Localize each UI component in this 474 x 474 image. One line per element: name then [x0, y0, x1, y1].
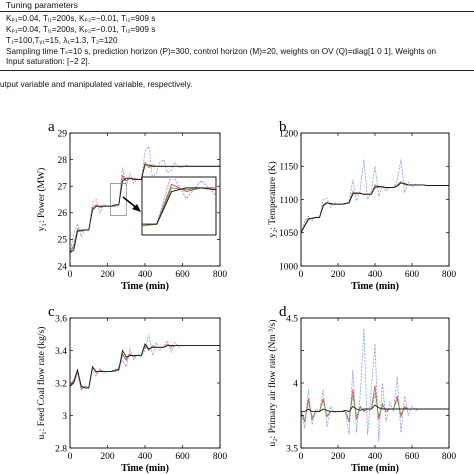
panel-c: 0 200 400 600 800 2.8 3 3.2 3.4 3.6 Time (min) u₁: …	[36, 304, 227, 474]
series-line-0	[70, 164, 220, 254]
series-line-3	[301, 159, 449, 233]
y-tick-label: 26	[58, 209, 68, 219]
x-tick-label: 600	[405, 270, 420, 280]
y-tick-label: 1150	[279, 163, 298, 173]
panel-letter: b	[279, 119, 287, 135]
series-group	[70, 145, 220, 254]
x-tick-label: 400	[368, 270, 383, 280]
x-tick-label: 0	[68, 452, 73, 462]
y-tick-label: 27	[58, 183, 68, 193]
y-tick-label: 1050	[279, 229, 298, 239]
series-line-2	[301, 393, 449, 421]
y-tick-label: 25	[58, 236, 68, 246]
y-tick-label: 2.8	[55, 444, 67, 454]
x-axis-label: Time (min)	[121, 463, 169, 474]
y-tick-label: 3	[62, 412, 67, 422]
x-tick-label: 400	[138, 270, 153, 280]
series-group	[70, 334, 220, 391]
axes-frame	[300, 317, 450, 449]
x-tick-label: 800	[442, 270, 457, 280]
y-tick-label: 3.4	[55, 347, 67, 357]
x-tick-label: 800	[213, 270, 228, 280]
y-tick-label: 28	[58, 156, 68, 166]
series-group	[301, 159, 449, 234]
table-line-2: Kₚ₁=0.04, Tᵢ₁=200s, Kₚ₂=−0.01, Tᵢ₂=909 s	[6, 25, 156, 34]
y-axis-label: u₁: Feed Coal flow rate (kg/s)	[36, 327, 47, 440]
table-top-rule	[0, 11, 474, 12]
tuning-table: Tuning parameters Kₚ₁=0.04, Tᵢ₁=200s, Kₚ…	[0, 0, 474, 90]
table-header: Tuning parameters	[6, 0, 78, 10]
table-line-3: T₁=100,Tᵧ₁=15, λ₁=1.3, T₂=120	[6, 36, 118, 45]
y-tick-label: 3.5	[286, 444, 298, 454]
series-group	[301, 328, 449, 442]
y-tick-label: 1000	[279, 262, 298, 272]
x-axis-label: Time (min)	[121, 281, 169, 292]
x-tick-label: 200	[100, 452, 115, 462]
x-tick-label: 600	[175, 452, 190, 462]
y-axis-label: y₁: Power (MW)	[36, 168, 47, 231]
axes-frame	[69, 317, 221, 449]
x-tick-label: 600	[175, 270, 190, 280]
panel-d: 0 200 400 600 800 3.5 4 4.5 Time (min) u₂: Primar…	[267, 304, 456, 474]
x-tick-label: 200	[331, 452, 346, 462]
panel-letter: c	[48, 304, 55, 320]
y-tick-label: 3.6	[55, 314, 67, 324]
series-line-3	[301, 328, 449, 442]
table-line-4: Sampling time Tₛ=10 s, prediction horizo…	[6, 47, 437, 56]
panel-b: 0 200 400 600 800 1000 1050 1100 1150 1200 Time (m…	[267, 119, 456, 292]
zoom-marker-box	[109, 183, 127, 216]
inset-series-line-3	[142, 177, 216, 227]
caption-fragment: utput variable and manipulated variable,…	[0, 80, 193, 89]
y-tick-label: 4.5	[286, 314, 298, 324]
series-line-0	[301, 182, 449, 234]
table-line-5: Input saturation: [−2 2].	[6, 57, 90, 66]
y-tick-label: 24	[58, 262, 68, 272]
panel-letter: a	[48, 119, 55, 135]
inset-series-group	[142, 177, 216, 227]
series-line-0	[70, 343, 220, 389]
inset-plot	[122, 176, 217, 236]
y-axis-label: u₂: Primary air flow rate (Nm ³/s)	[267, 320, 278, 447]
x-tick-label: 400	[138, 452, 153, 462]
table-line-1: Kₚ₁=0.04, Tᵢ₁=200s, Kₚ₂=−0.01, Tᵢ₂=909 s	[6, 14, 156, 23]
y-axis-label: y₂: Temperature (K)	[267, 161, 278, 237]
x-tick-label: 0	[299, 452, 304, 462]
x-tick-label: 400	[368, 452, 383, 462]
y-tick-label: 1200	[279, 129, 298, 139]
y-tick-label: 29	[58, 129, 68, 139]
x-axis-label: Time (min)	[351, 463, 399, 474]
x-tick-label: 200	[100, 270, 115, 280]
x-tick-label: 600	[405, 452, 420, 462]
x-tick-label: 200	[331, 270, 346, 280]
zoom-arrow-head	[132, 204, 141, 212]
panel-letter: d	[279, 304, 287, 320]
series-line-0	[301, 404, 449, 413]
y-tick-label: 1100	[279, 196, 298, 206]
series-line-3	[70, 334, 220, 391]
y-tick-label: 4	[293, 379, 298, 389]
x-tick-label: 0	[299, 270, 304, 280]
x-tick-label: 800	[213, 452, 228, 462]
x-tick-label: 0	[68, 270, 73, 280]
table-bottom-rule	[0, 70, 474, 71]
x-axis-label: Time (min)	[351, 281, 399, 292]
x-tick-label: 800	[442, 452, 457, 462]
inset-frame	[141, 176, 217, 236]
panel-a: 0 200 400 600 800 24 25 26 27 28 29 Time (min) y₁: P…	[36, 119, 228, 292]
y-tick-label: 3.2	[55, 379, 67, 389]
